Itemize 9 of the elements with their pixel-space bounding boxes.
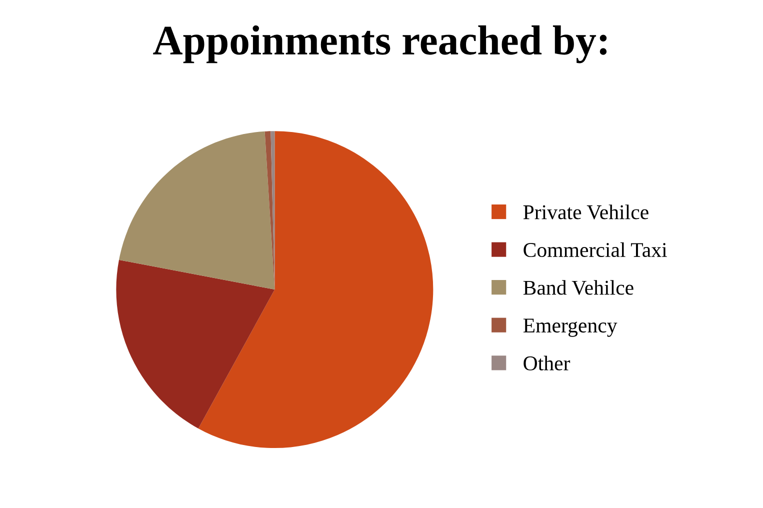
legend-label: Band Vehilce [523, 280, 634, 295]
pie-slice [198, 131, 434, 448]
legend-label: Private Vehilce [523, 204, 648, 220]
legend-label: Emergency [523, 318, 618, 337]
legend-label: Commercial Taxi [524, 242, 667, 258]
pie-slice [116, 260, 275, 428]
legend-label: Other [524, 356, 570, 370]
chart-title: Appoinments reached by: [153, 25, 607, 64]
pie-slice [118, 131, 275, 290]
